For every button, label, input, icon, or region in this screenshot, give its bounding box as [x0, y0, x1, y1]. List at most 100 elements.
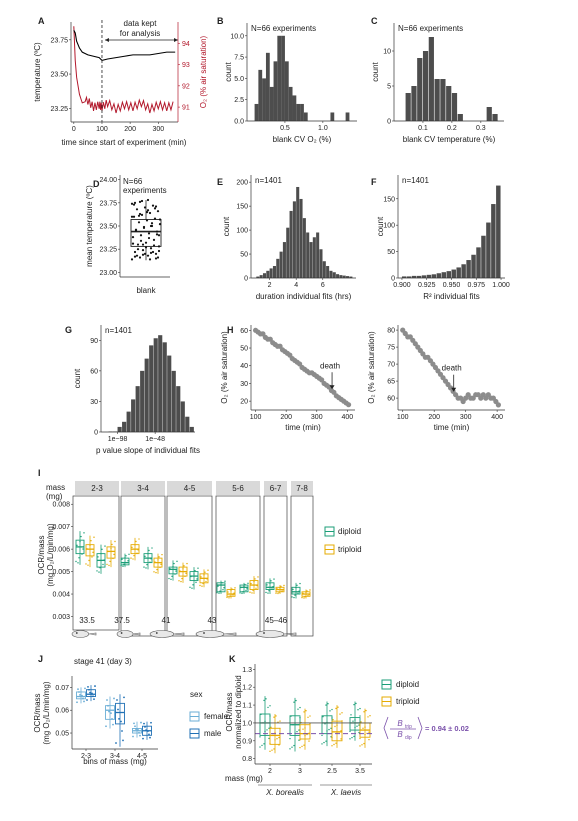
x-tick-label: 100 — [250, 414, 262, 421]
hist-bar — [265, 52, 270, 121]
hist-bar — [428, 37, 434, 121]
panel-letter: F — [371, 177, 377, 187]
y-axis-title: count — [73, 368, 82, 388]
oxygen-line — [73, 26, 174, 114]
diploid-point — [247, 582, 249, 585]
data-point — [137, 214, 141, 217]
x-tick-label: 400 — [491, 414, 503, 421]
triploid-point — [276, 738, 278, 740]
diploid-point — [289, 748, 291, 750]
data-point — [148, 258, 152, 261]
diploid-point — [321, 734, 323, 737]
triploid-point — [108, 564, 110, 567]
triploid-point — [106, 563, 108, 566]
female-point — [106, 699, 108, 701]
female-point — [81, 694, 83, 697]
data-point — [147, 232, 151, 235]
data-point — [495, 402, 501, 408]
diploid-point — [261, 744, 263, 747]
panel-G: 1e−98 1e−48 0 30 60 90 G n=1401 count p value slo… — [65, 325, 200, 455]
data-point — [135, 254, 139, 257]
hist-bar — [162, 342, 167, 432]
diploid-point — [219, 590, 221, 592]
male-point — [143, 722, 145, 725]
male-point — [88, 688, 90, 691]
diploid-point — [239, 592, 241, 594]
panel-letter: J — [38, 654, 43, 664]
hist-bar — [332, 272, 336, 278]
triploid-point — [111, 543, 113, 546]
hist-bar — [312, 237, 316, 278]
panel-F: 0.900 0.925 0.950 0.975 1.000 0 50 100 150 F n=140… — [371, 175, 510, 301]
diploid-point — [356, 725, 358, 727]
diploid-point — [259, 746, 261, 748]
data-point — [139, 234, 143, 237]
diploid-point — [299, 582, 301, 585]
male-point — [121, 730, 123, 732]
triploid-point — [309, 723, 311, 725]
hist-bar — [319, 249, 323, 278]
triploid-point — [156, 568, 158, 571]
diploid-point — [145, 567, 147, 569]
diploid-point — [358, 724, 360, 726]
hist-bar — [303, 112, 308, 121]
female-point — [108, 710, 110, 713]
triploid-point — [341, 712, 343, 714]
triploid-point — [302, 592, 304, 595]
diploid-point — [170, 578, 172, 581]
male-point — [145, 729, 147, 732]
female-point — [140, 721, 142, 724]
hist-bar — [481, 235, 486, 278]
data-point — [148, 211, 152, 215]
triploid-point — [230, 590, 232, 592]
data-point — [132, 215, 136, 218]
triploid-point — [110, 547, 112, 550]
x-tick-label: 300 — [460, 414, 472, 421]
data-point — [158, 223, 162, 226]
y-axis-title: temperature (ºC) — [33, 42, 42, 102]
hist-bar — [336, 274, 340, 278]
data-point — [151, 250, 155, 254]
triploid-point — [112, 557, 114, 560]
x-axis-title: time (min) — [434, 423, 470, 432]
y-tick-label: 23.50 — [50, 72, 68, 79]
triploid-point — [157, 559, 159, 561]
data-point — [153, 217, 157, 220]
hist-bar — [466, 260, 471, 278]
data-point — [141, 249, 145, 252]
y-axis-title: O₂ (% air saturation) — [220, 331, 229, 404]
triploid-point — [299, 746, 301, 749]
diploid-point — [267, 706, 269, 709]
data-point — [138, 256, 142, 259]
panel-B: 0.5 1.0 0.0 2.5 5.0 7.5 10.0 B N=66 experiments c… — [217, 16, 357, 144]
hist-bar — [309, 242, 313, 278]
triploid-point — [113, 553, 115, 556]
hist-bar — [286, 227, 290, 278]
diploid-point — [358, 731, 360, 734]
diploid-point — [216, 591, 218, 594]
y-tick-label: 100 — [383, 223, 395, 230]
hist-bar — [117, 426, 122, 432]
tadpole-eye — [263, 632, 265, 634]
data-point — [141, 253, 145, 256]
male-point — [149, 736, 151, 739]
stage-label: 45–46 — [265, 616, 288, 625]
mass-strip — [75, 481, 119, 495]
y-axis-title: OCR/mass — [225, 692, 234, 731]
triploid-point — [307, 594, 309, 597]
ratio-bracket-right — [417, 716, 423, 740]
panel-letter: K — [229, 654, 236, 664]
y-tick-label: 75 — [387, 345, 395, 352]
x-tick-label: 0.5 — [280, 125, 290, 132]
diploid-point — [297, 592, 299, 595]
triploid-point — [133, 554, 135, 557]
x-axis-title: R² individual fits — [423, 292, 479, 301]
diploid-point — [150, 558, 152, 560]
male-point — [86, 699, 88, 701]
y-axis-title: count — [376, 216, 385, 236]
triploid-point — [203, 574, 205, 576]
legend-label: triploid — [396, 697, 420, 706]
diploid-point — [81, 553, 83, 555]
hist-bar — [456, 267, 461, 278]
female-point — [107, 704, 109, 707]
